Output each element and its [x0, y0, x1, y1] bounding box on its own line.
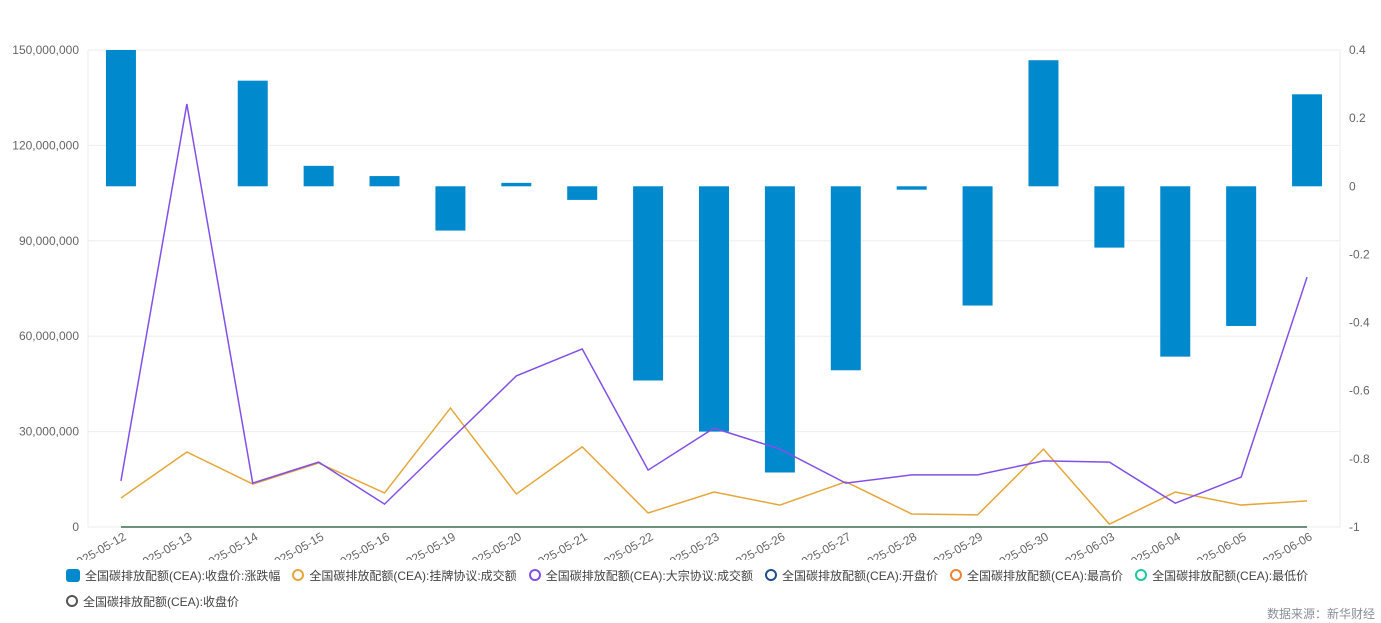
legend-circle-icon	[950, 569, 963, 581]
x-tick-label: 2025-05-21	[530, 529, 590, 560]
x-tick-label: 2025-05-30	[991, 529, 1051, 560]
y-right-tick-label: -0.4	[1349, 316, 1370, 330]
legend-label: 全国碳排放配额(CEA):开盘价	[782, 568, 939, 583]
x-tick-label: 2025-05-29	[925, 529, 985, 560]
y-left-tick-label: 90,000,000	[19, 234, 79, 248]
legend-item[interactable]: 全国碳排放配额(CEA):收盘价	[66, 592, 239, 610]
y-left-tick-label: 30,000,000	[19, 425, 79, 439]
bar	[896, 186, 927, 190]
bar	[567, 186, 598, 200]
x-tick-label: 2025-05-26	[727, 529, 787, 560]
y-right-tick-label: -0.6	[1349, 384, 1370, 398]
x-tick-label: 2025-05-15	[266, 529, 326, 560]
legend-label: 全国碳排放配额(CEA):最低价	[1152, 568, 1309, 583]
y-right-tick-label: 0.4	[1349, 43, 1366, 57]
x-tick-label: 2025-05-16	[332, 529, 392, 560]
bar	[699, 186, 729, 432]
legend-label: 全国碳排放配额(CEA):收盘价	[83, 594, 240, 609]
bar	[830, 186, 861, 371]
bar	[501, 182, 532, 187]
x-tick-label: 2025-06-04	[1123, 529, 1183, 560]
legend-label: 全国碳排放配额(CEA):挂牌协议:成交额	[309, 568, 517, 583]
x-tick-label: 2025-05-13	[134, 529, 194, 560]
legend-item[interactable]: 全国碳排放配额(CEA):大宗协议:成交额	[528, 566, 754, 584]
y-left-tick-label: 150,000,000	[12, 43, 79, 57]
y-right-tick-label: 0	[1349, 179, 1356, 193]
x-tick-label: 2025-05-23	[661, 529, 721, 560]
legend-circle-icon	[66, 595, 78, 607]
legend-label: 全国碳排放配额(CEA):收盘价:涨跌幅	[85, 568, 281, 583]
x-tick-label: 2025-05-22	[595, 529, 655, 560]
y-right-tick-label: -0.2	[1349, 247, 1370, 261]
y-right-tick-label: -1	[1349, 520, 1360, 534]
legend-label: 全国碳排放配额(CEA):大宗协议:成交额	[545, 568, 754, 583]
x-tick-label: 2025-05-27	[793, 529, 853, 560]
data-source: 数据来源：新华财经	[1266, 607, 1375, 621]
chart-svg: 0 30,000,000 60,000,000 90,000,000 120,000,0…	[12, 43, 1370, 572]
bar	[633, 186, 664, 381]
x-tick-label: 2025-06-03	[1057, 529, 1117, 560]
x-tick-label: 2025-06-05	[1188, 529, 1248, 560]
legend-circle-icon	[1135, 569, 1148, 581]
bar	[105, 50, 136, 187]
bar	[237, 80, 268, 187]
bar	[1292, 94, 1323, 187]
bar	[1226, 186, 1257, 326]
x-tick-label: 2025-05-20	[464, 529, 524, 560]
bar	[1094, 186, 1125, 248]
legend-item[interactable]: 全国碳排放配额(CEA):最低价	[1135, 566, 1308, 584]
legend-label: 全国碳排放配额(CEA):最高价	[967, 568, 1124, 583]
y-right-tick-label: 0.2	[1349, 111, 1366, 125]
bar	[1160, 186, 1191, 357]
legend-circle-icon	[292, 569, 305, 581]
legend-bar-swatch	[66, 568, 80, 582]
legend-item[interactable]: 全国碳排放配额(CEA):收盘价:涨跌幅	[66, 566, 280, 584]
bar	[764, 186, 795, 473]
x-tick-label: 2025-06-06	[1254, 529, 1314, 560]
bar	[369, 176, 400, 187]
bar	[303, 165, 334, 187]
legend-item[interactable]: 全国碳排放配额(CEA):最高价	[950, 566, 1123, 584]
bar	[1028, 60, 1059, 187]
legend-item[interactable]: 全国碳排放配额(CEA):挂牌协议:成交额	[292, 566, 517, 584]
legend-circle-icon	[528, 569, 541, 581]
x-tick-label: 2025-05-14	[200, 529, 260, 560]
y-left-tick-label: 0	[72, 520, 79, 534]
legend: 全国碳排放配额(CEA):收盘价:涨跌幅 全国碳排放配额(CEA):挂牌协议:成交…	[66, 566, 1346, 610]
y-right-tick-label: -0.8	[1349, 452, 1370, 466]
bar	[435, 186, 466, 231]
x-tick-label: 2025-05-19	[398, 529, 458, 560]
y-left-tick-label: 60,000,000	[19, 329, 79, 343]
y-left-tick-label: 120,000,000	[12, 138, 79, 152]
legend-circle-icon	[765, 569, 778, 581]
bar	[962, 186, 993, 306]
legend-item[interactable]: 全国碳排放配额(CEA):开盘价	[765, 566, 938, 584]
x-tick-label: 2025-05-28	[859, 529, 919, 560]
